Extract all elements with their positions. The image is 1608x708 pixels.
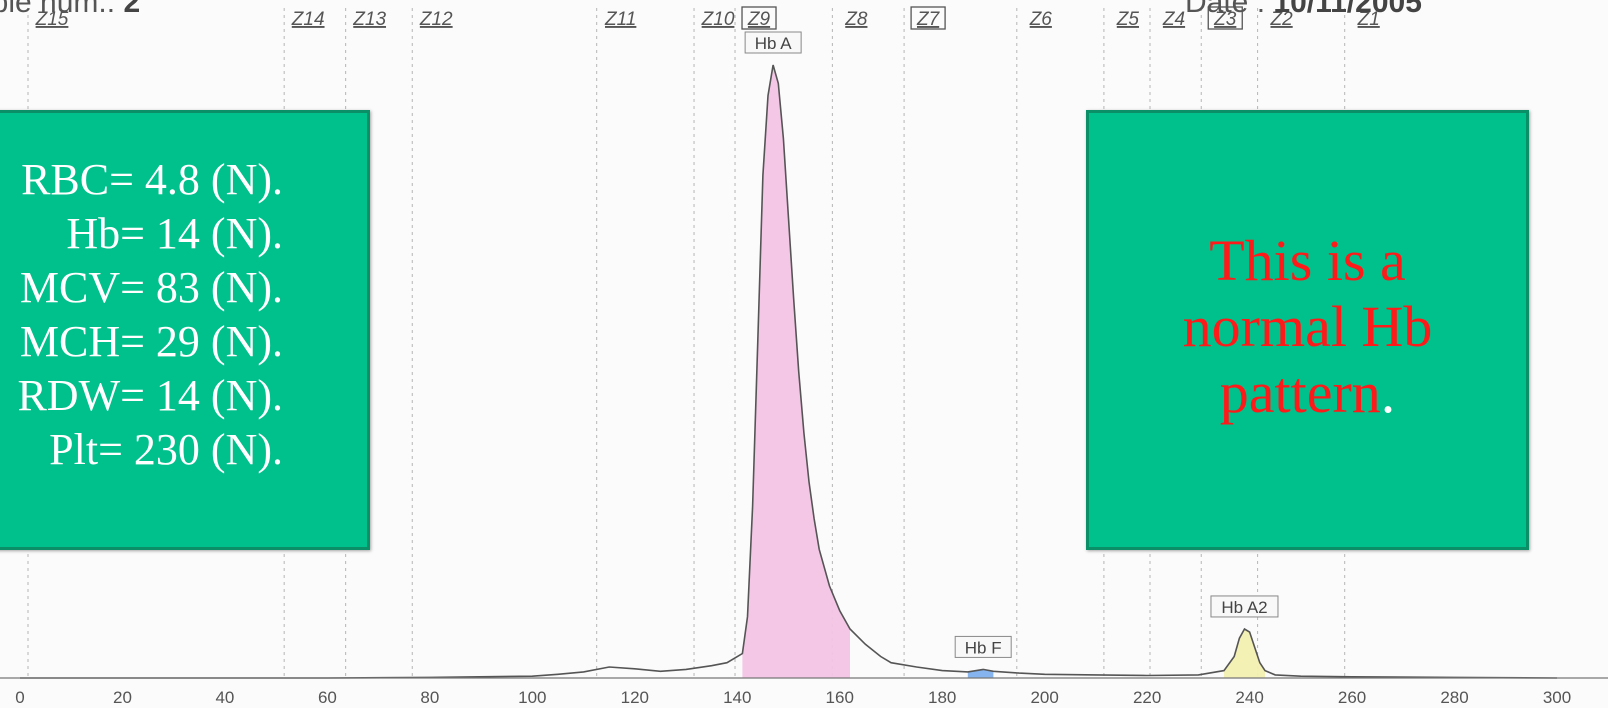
zone-label-box [910, 6, 946, 30]
x-tick-label: 80 [420, 688, 439, 707]
chart-x-axis: 0 20 40 60 80 100 120 140 160 180 200 220 240 260 280 3… [0, 677, 1608, 707]
peak-label-box [1210, 595, 1279, 618]
zone-label: Z8 [844, 9, 868, 30]
x-tick-label: 20 [113, 688, 132, 707]
x-tick-label: 200 [1030, 688, 1058, 707]
cbc-result-line: Plt= 230 (N). [49, 425, 283, 474]
interpretation-line-3-text: pattern [1219, 360, 1381, 425]
peak-label-box [744, 31, 802, 54]
interpretation-panel: This is a normal Hb pattern. [1086, 110, 1529, 550]
x-tick-label: 140 [723, 688, 751, 707]
sample-date: Date : 10/11/2005 [1185, 0, 1422, 20]
trace-line [20, 64, 1558, 679]
zone-label: Z10 [701, 9, 735, 30]
interpretation-period: . [1380, 360, 1396, 425]
x-tick-label: 0 [15, 688, 24, 707]
x-tick-label: 220 [1133, 688, 1161, 707]
chart-zone-labels: Z15 Z14 Z13 Z12 Z11 Z10 Z9 Z8 Z7 Z6 Z5 Z4 Z3 Z2 Z1 [35, 6, 1380, 30]
zone-label: Z6 [1029, 9, 1053, 30]
zone-label: Z14 [291, 9, 325, 30]
interpretation-line-1: This is a [1209, 228, 1406, 293]
zone-label: Z15 [35, 9, 69, 30]
x-tick-label: 280 [1440, 688, 1468, 707]
zone-label-box [741, 6, 777, 30]
peak-fill [1224, 629, 1265, 678]
x-tick-label: 300 [1543, 688, 1571, 707]
zone-label: Z5 [1116, 9, 1140, 30]
interpretation-line-3: pattern. [1089, 360, 1526, 426]
x-tick-label: 100 [518, 688, 546, 707]
x-tick-label: 180 [928, 688, 956, 707]
cbc-result-line: Hb= 14 (N). [66, 209, 283, 258]
sample-date-value: 10/11/2005 [1273, 0, 1422, 19]
cbc-results-list: RBC= 4.8 (N). Hb= 14 (N). MCV= 83 (N). MCH=… [0, 153, 283, 477]
zone-label: Z13 [352, 9, 386, 30]
zone-label: Z4 [1162, 9, 1185, 30]
sample-date-label: Date : [1185, 0, 1266, 19]
zone-label: Z1 [1357, 9, 1380, 30]
peak-fill [742, 65, 850, 678]
zone-label: Z2 [1270, 9, 1294, 30]
zone-label: Z12 [419, 9, 453, 30]
peak-label: Hb A [755, 34, 793, 53]
peak-label-box [954, 635, 1012, 658]
chart-peak-labels: Hb A Hb F Hb A2 [744, 31, 1279, 658]
sample-number: Sample num.: 2 [0, 0, 140, 20]
peak-label: Hb F [965, 638, 1002, 657]
sample-number-value: 2 [123, 0, 141, 19]
peak-label: Hb A2 [1221, 598, 1267, 617]
x-tick-label: 160 [826, 688, 854, 707]
x-tick-label: 60 [318, 688, 337, 707]
chart-trace [20, 64, 1558, 679]
x-tick-label: 40 [215, 688, 234, 707]
x-tick-label: 240 [1235, 688, 1263, 707]
zone-label: Z11 [604, 9, 636, 30]
zone-label: Z9 [747, 9, 771, 30]
x-tick-label: 260 [1338, 688, 1366, 707]
cbc-results-panel: RBC= 4.8 (N). Hb= 14 (N). MCV= 83 (N). MCH=… [0, 110, 370, 550]
cbc-result-line: RBC= 4.8 (N). [21, 155, 283, 204]
zone-label: Z3 [1213, 9, 1237, 30]
interpretation-line-2: normal Hb [1182, 294, 1433, 359]
cbc-result-line: MCH= 29 (N). [19, 317, 283, 366]
x-tick-label: 120 [621, 688, 649, 707]
zone-label-box [1207, 6, 1243, 30]
sample-number-label: Sample num.: [0, 0, 116, 19]
chart-peak-fills [742, 65, 1265, 678]
cbc-result-line: MCV= 83 (N). [19, 263, 283, 312]
zone-label: Z7 [916, 9, 941, 30]
interpretation-text: This is a normal Hb pattern. [1089, 228, 1526, 426]
cbc-result-line: RDW= 14 (N). [17, 371, 283, 420]
